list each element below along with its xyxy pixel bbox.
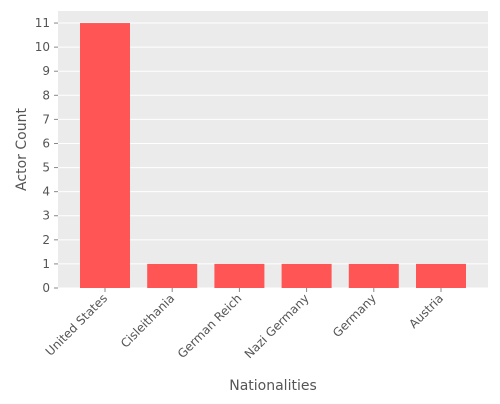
y-tick-label: 8: [42, 88, 50, 102]
x-tick-label: Germany: [330, 291, 379, 340]
bars: [80, 23, 466, 288]
bar: [416, 263, 466, 288]
bar: [214, 263, 265, 288]
y-axis-label: Actor Count: [14, 108, 30, 191]
y-axis-ticks: 0 1 2 3 4 5 6 7 8 9 10 11: [35, 16, 58, 295]
y-tick-label: 1: [42, 257, 50, 271]
y-tick-label: 7: [42, 112, 50, 126]
x-tick-label: Nazi Germany: [242, 291, 312, 361]
bar: [147, 263, 198, 288]
x-tick-label: Austria: [406, 291, 446, 331]
y-tick-label: 0: [42, 281, 50, 295]
y-tick-label: 5: [42, 161, 50, 175]
x-tick-label: German Reich: [175, 291, 245, 361]
bar: [281, 263, 332, 288]
y-tick-label: 4: [42, 185, 50, 199]
y-tick-label: 10: [35, 40, 50, 54]
bar: [80, 23, 130, 288]
y-tick-label: 6: [42, 136, 50, 150]
x-axis-label: Nationalities: [229, 378, 317, 394]
bar: [348, 263, 399, 288]
y-tick-label: 2: [42, 233, 50, 247]
y-tick-label: 11: [35, 16, 50, 30]
x-tick-label: United States: [43, 291, 110, 358]
x-tick-label: Cisleithania: [118, 291, 177, 350]
y-tick-label: 9: [42, 64, 50, 78]
y-tick-label: 3: [42, 209, 50, 223]
